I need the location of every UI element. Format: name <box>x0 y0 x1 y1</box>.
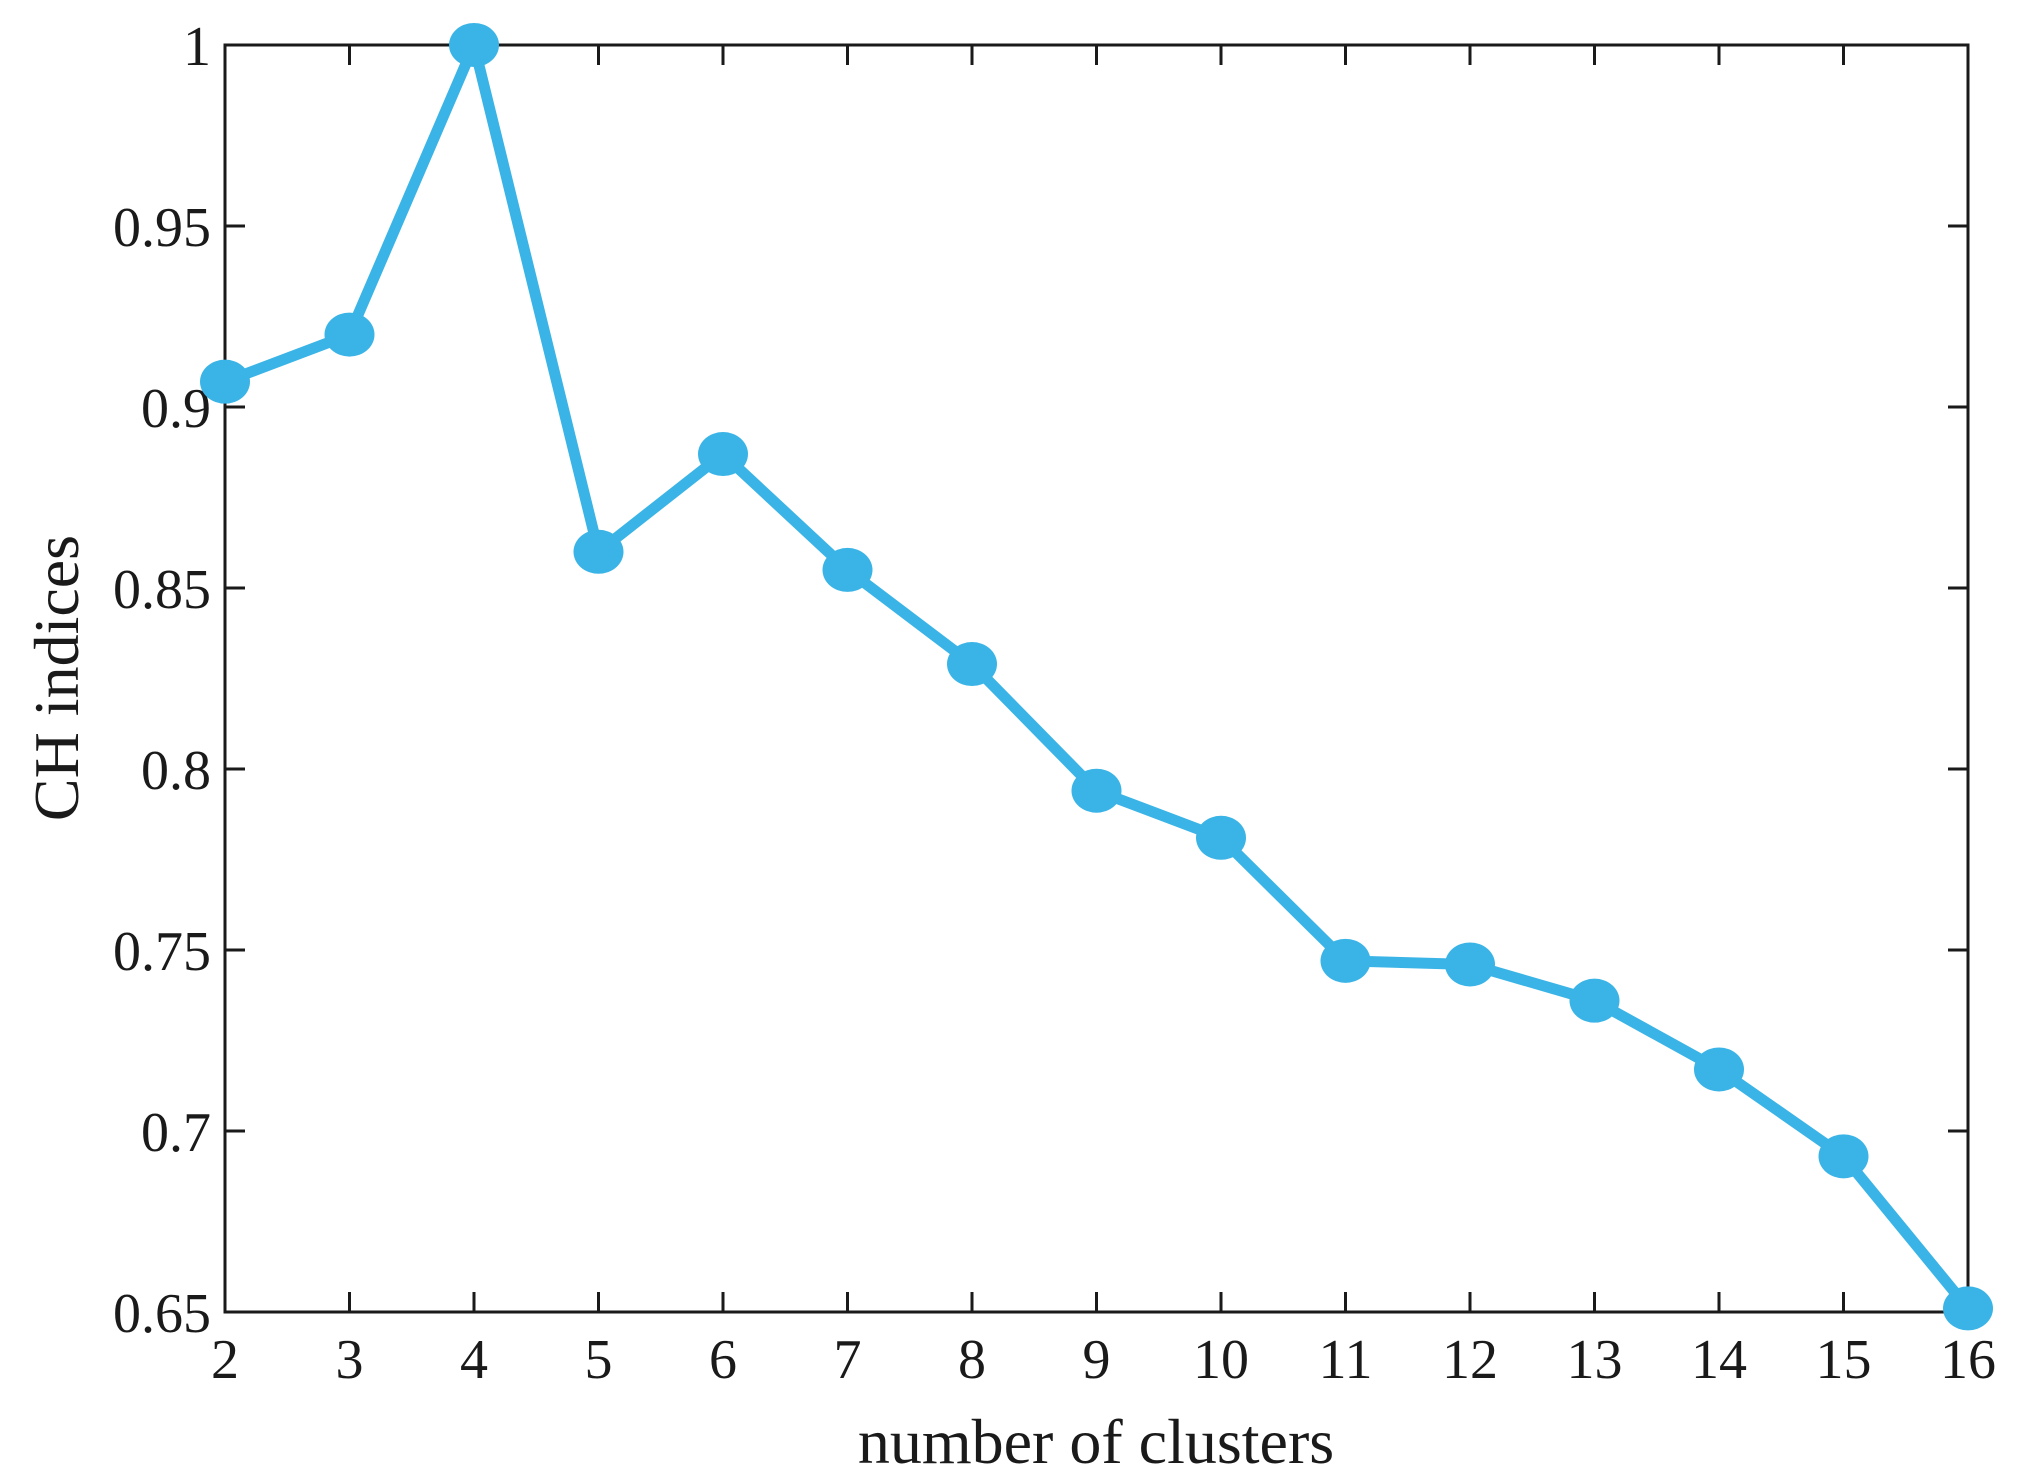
x-tick-labels: 2 3 4 5 6 7 8 9 10 11 12 13 14 15 16 <box>211 1329 1996 1391</box>
y-tick-label: 0.7 <box>141 1102 211 1164</box>
series-layer <box>200 23 1993 1331</box>
x-tick-label: 9 <box>1083 1329 1111 1391</box>
plot-frame <box>223 43 1970 1314</box>
data-point <box>1071 768 1122 813</box>
data-point <box>822 547 873 592</box>
y-axis-label: CH indices <box>21 535 92 821</box>
data-point <box>449 23 499 67</box>
x-tick-label: 15 <box>1816 1329 1872 1391</box>
x-tick-label: 10 <box>1193 1329 1249 1391</box>
data-point <box>698 432 748 477</box>
x-tick-label: 3 <box>336 1329 364 1391</box>
axis-ticks <box>223 43 1970 1314</box>
x-tick-label: 14 <box>1691 1329 1747 1391</box>
x-tick-label: 11 <box>1319 1329 1373 1391</box>
data-point <box>1694 1047 1744 1092</box>
x-tick-label: 13 <box>1567 1329 1623 1391</box>
y-tick-label: 0.9 <box>141 378 211 440</box>
data-point <box>1320 938 1371 983</box>
y-tick-label: 1 <box>183 16 211 78</box>
data-point <box>1569 978 1620 1023</box>
data-point <box>573 529 624 574</box>
data-point <box>200 359 250 404</box>
y-tick-label: 0.95 <box>113 197 211 259</box>
x-tick-label: 4 <box>460 1329 488 1391</box>
y-tick-label: 0.8 <box>141 740 211 802</box>
data-point <box>1943 1286 1993 1331</box>
x-tick-label: 8 <box>958 1329 986 1391</box>
data-point <box>947 642 997 687</box>
x-tick-label: 7 <box>834 1329 862 1391</box>
x-tick-label: 12 <box>1442 1329 1498 1391</box>
x-tick-label: 6 <box>709 1329 737 1391</box>
data-point <box>324 312 375 357</box>
data-point <box>1196 815 1246 860</box>
x-tick-label: 2 <box>211 1329 239 1391</box>
x-tick-label: 16 <box>1940 1329 1996 1391</box>
x-axis-label: number of clusters <box>858 1406 1334 1477</box>
y-tick-label: 0.65 <box>113 1283 211 1345</box>
data-point <box>1818 1134 1869 1179</box>
y-tick-label: 0.85 <box>113 559 211 621</box>
y-tick-label: 0.75 <box>113 921 211 983</box>
series-line <box>223 39 1973 1312</box>
x-tick-label: 5 <box>585 1329 613 1391</box>
y-tick-labels: 0.65 0.7 0.75 0.8 0.85 0.9 0.95 1 <box>113 16 211 1345</box>
data-point <box>1445 942 1495 987</box>
